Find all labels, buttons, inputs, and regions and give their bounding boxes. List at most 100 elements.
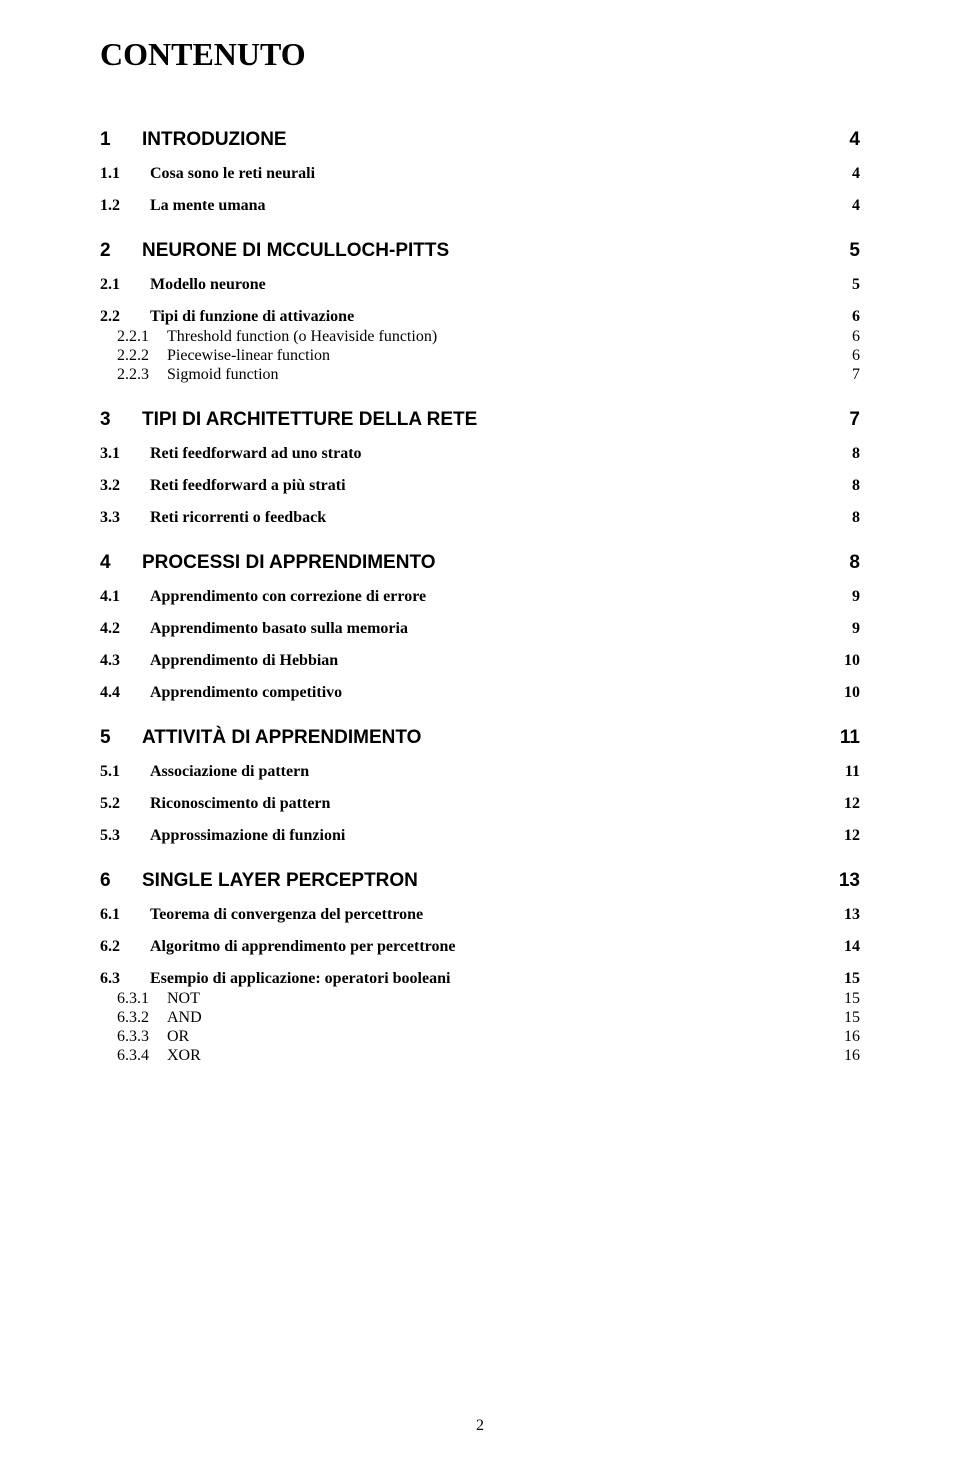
toc-entry-page: 13	[839, 870, 860, 892]
toc-entry: 5.1Associazione di pattern 11	[100, 763, 860, 781]
toc-entry-page: 6	[852, 308, 860, 326]
toc-entry-label: NOT	[167, 990, 200, 1008]
toc-entry-left: 5.2Riconoscimento di pattern	[100, 795, 330, 813]
toc-entry-label: Algoritmo di apprendimento per percettro…	[150, 938, 455, 956]
toc-entry: 1.2La mente umana4	[100, 197, 860, 215]
toc-entry: 6.3.1NOT 15	[117, 990, 860, 1008]
toc-entry-number: 4.2	[100, 620, 150, 638]
toc-entry-left: 1.1Cosa sono le reti neurali	[100, 165, 315, 183]
toc-entry-label: Associazione di pattern	[150, 763, 309, 781]
toc-entry: 4PROCESSI DI APPRENDIMENTO 8	[100, 552, 860, 574]
toc-entry-number: 5.1	[100, 763, 150, 781]
toc-entry-page: 10	[844, 684, 860, 702]
toc-entry-left: 2.2.2Piecewise-linear function	[117, 347, 330, 365]
toc-entry-left: 2NEURONE DI MCCULLOCH-PITTS	[100, 240, 449, 262]
toc-entry-page: 16	[844, 1028, 860, 1046]
toc-entry-page: 5	[849, 240, 860, 262]
toc-entry-number: 2	[100, 240, 142, 262]
toc-entry-number: 6.3.2	[117, 1009, 167, 1027]
toc-entry-number: 2.2.3	[117, 366, 167, 384]
toc-entry-label: INTRODUZIONE	[142, 129, 287, 151]
toc-entry-number: 6.3.1	[117, 990, 167, 1008]
toc-entry-label: Apprendimento di Hebbian	[150, 652, 338, 670]
toc-entry-left: 6SINGLE LAYER PERCEPTRON	[100, 870, 418, 892]
toc-entry-page: 16	[844, 1047, 860, 1065]
page-title: CONTENUTO	[100, 36, 860, 73]
toc-entry-number: 2.2.1	[117, 328, 167, 346]
toc-entry-left: 5.1Associazione di pattern	[100, 763, 309, 781]
toc-entry: 3.2Reti feedforward a più strati8	[100, 477, 860, 495]
toc-entry-label: Apprendimento competitivo	[150, 684, 342, 702]
toc-entry: 5ATTIVITÀ DI APPRENDIMENTO11	[100, 727, 860, 749]
toc-entry: 6.2Algoritmo di apprendimento per percet…	[100, 938, 860, 956]
toc-entry-left: 1.2La mente umana	[100, 197, 266, 215]
toc-entry-label: Reti feedforward a più strati	[150, 477, 346, 495]
toc-entry-label: Reti feedforward ad uno strato	[150, 445, 362, 463]
toc-entry-page: 7	[849, 409, 860, 431]
toc-entry-page: 8	[852, 445, 860, 463]
toc-entry-label: Approssimazione di funzioni	[150, 827, 345, 845]
toc-entry-left: 6.3.2AND	[117, 1009, 202, 1027]
toc-entry: 2.2Tipi di funzione di attivazione6	[100, 308, 860, 326]
toc-entry-page: 15	[844, 990, 860, 1008]
toc-entry-page: 4	[849, 129, 860, 151]
toc-entry-label: OR	[167, 1028, 189, 1046]
toc-entry-label: Sigmoid function	[167, 366, 279, 384]
toc-entry-label: NEURONE DI MCCULLOCH-PITTS	[142, 240, 449, 262]
toc-entry-page: 8	[852, 509, 860, 527]
toc-entry-left: 4.3Apprendimento di Hebbian	[100, 652, 338, 670]
toc-entry-number: 6.3.4	[117, 1047, 167, 1065]
toc-entry: 6SINGLE LAYER PERCEPTRON 13	[100, 870, 860, 892]
footer-page-number: 2	[0, 1417, 960, 1435]
toc-entry-page: 9	[852, 620, 860, 638]
toc-entry-left: 5.3Approssimazione di funzioni	[100, 827, 345, 845]
toc-entry-label: AND	[167, 1009, 202, 1027]
toc-entry: 6.3.4XOR16	[117, 1047, 860, 1065]
toc-entry-page: 7	[852, 366, 860, 384]
toc-entry-label: Threshold function (o Heaviside function…	[167, 328, 437, 346]
toc-entry-page: 15	[844, 1009, 860, 1027]
toc-entry-page: 5	[852, 276, 860, 294]
toc-entry-page: 15	[844, 970, 860, 988]
toc-entry-number: 4	[100, 552, 142, 574]
toc-entry: 3.3Reti ricorrenti o feedback8	[100, 509, 860, 527]
toc-entry-page: 6	[852, 328, 860, 346]
toc-entry-page: 12	[844, 827, 860, 845]
toc-entry-label: Tipi di funzione di attivazione	[150, 308, 354, 326]
toc-entry-page: 13	[844, 906, 860, 924]
toc-entry-label: Piecewise-linear function	[167, 347, 330, 365]
toc-entry: 1.1Cosa sono le reti neurali 4	[100, 165, 860, 183]
toc-entry: 6.1Teorema di convergenza del percettron…	[100, 906, 860, 924]
toc-entry-label: SINGLE LAYER PERCEPTRON	[142, 870, 418, 892]
toc-entry-number: 2.2.2	[117, 347, 167, 365]
toc-entry: 5.2Riconoscimento di pattern12	[100, 795, 860, 813]
toc-entry-number: 1	[100, 129, 142, 151]
toc-entry: 3.1Reti feedforward ad uno strato 8	[100, 445, 860, 463]
toc-entry-left: 3.2Reti feedforward a più strati	[100, 477, 346, 495]
toc-entry-number: 5.2	[100, 795, 150, 813]
toc-entry-page: 6	[852, 347, 860, 365]
toc-entry-page: 4	[852, 165, 860, 183]
toc-entry-label: Esempio di applicazione: operatori boole…	[150, 970, 450, 988]
toc-entry-left: 4PROCESSI DI APPRENDIMENTO	[100, 552, 436, 574]
toc-entry: 4.3Apprendimento di Hebbian10	[100, 652, 860, 670]
toc-entry-page: 9	[852, 588, 860, 606]
toc-entry-left: 6.1Teorema di convergenza del percettron…	[100, 906, 423, 924]
toc-entry-left: 4.2Apprendimento basato sulla memoria	[100, 620, 408, 638]
toc-entry-left: 6.2Algoritmo di apprendimento per percet…	[100, 938, 455, 956]
toc-entry: 2.2.3Sigmoid function 7	[117, 366, 860, 384]
toc-entry-left: 1INTRODUZIONE	[100, 129, 287, 151]
toc-entry-number: 6	[100, 870, 142, 892]
toc-entry: 6.3.2AND 15	[117, 1009, 860, 1027]
toc-entry-left: 3.1Reti feedforward ad uno strato	[100, 445, 362, 463]
toc-entry-label: Cosa sono le reti neurali	[150, 165, 315, 183]
toc-entry-label: Teorema di convergenza del percettrone	[150, 906, 423, 924]
toc-entry-number: 4.1	[100, 588, 150, 606]
toc-entry-page: 8	[849, 552, 860, 574]
toc-entry-label: TIPI DI ARCHITETTURE DELLA RETE	[142, 409, 477, 431]
toc-entry-number: 4.3	[100, 652, 150, 670]
toc-entry-page: 11	[845, 763, 860, 781]
toc-entry-label: PROCESSI DI APPRENDIMENTO	[142, 552, 436, 574]
toc-entry-number: 6.1	[100, 906, 150, 924]
toc-entry-number: 3.3	[100, 509, 150, 527]
